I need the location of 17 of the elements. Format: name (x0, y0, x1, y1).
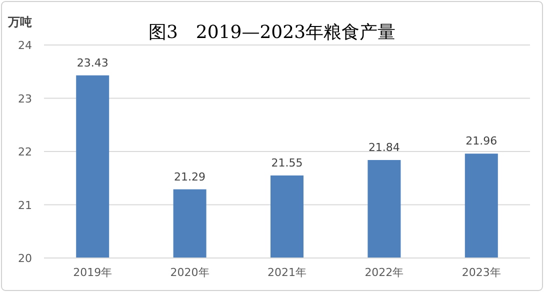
data-label: 23.43 (76, 56, 108, 70)
y-tick-label: 21 (18, 198, 32, 212)
x-tick-label: 2023年 (462, 266, 501, 279)
data-label: 21.96 (466, 134, 498, 148)
y-tick-label: 23 (18, 92, 32, 106)
y-tick-label: 24 (18, 39, 32, 52)
x-tick-label: 2020年 (170, 266, 210, 279)
x-tick-label: 2021年 (268, 266, 306, 279)
y-tick-label: 20 (18, 252, 32, 265)
y-tick-label: 22 (18, 146, 32, 158)
x-tick-label: 2019年 (73, 266, 112, 279)
data-label: 21.29 (174, 170, 206, 184)
y-axis-title: 万吨 (7, 15, 32, 29)
data-label: 21.55 (271, 156, 303, 170)
chart-title: 图3 2019—2023年粮食产量 (148, 22, 396, 43)
x-tick-label: 2022年 (364, 266, 404, 279)
data-label: 21.84 (368, 141, 400, 154)
